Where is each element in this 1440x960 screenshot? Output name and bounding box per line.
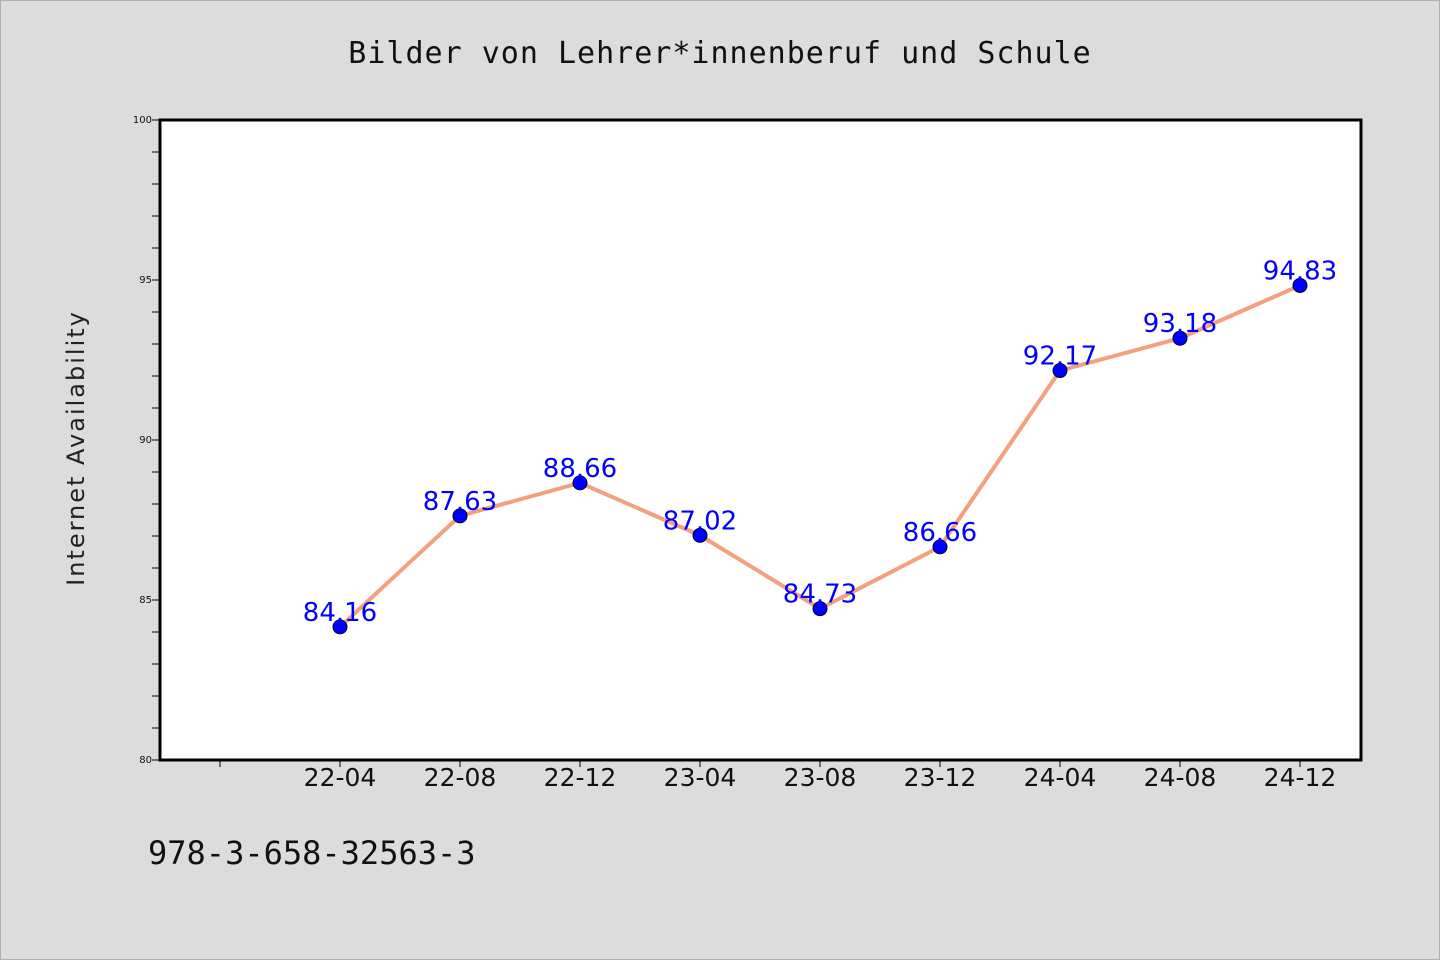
data-point-label: 87.63 xyxy=(423,487,497,517)
marker-group xyxy=(332,277,1308,635)
data-point-marker xyxy=(572,475,588,491)
chart-title: Bilder von Lehrer*innenberuf und Schule xyxy=(348,36,1091,71)
data-point-marker xyxy=(1292,277,1308,293)
x-tick-label: 24-04 xyxy=(1024,763,1097,792)
data-label-group: 84.16 87.63 88.66 87.02 84.73 86.66 92.17 93.18… xyxy=(303,256,1337,627)
plot-area xyxy=(158,118,1363,762)
x-tick-label: 24-08 xyxy=(1144,763,1217,792)
x-tick-label: 22-04 xyxy=(304,763,377,792)
data-point-label: 92.17 xyxy=(1023,342,1097,372)
y-tick-label: 95 xyxy=(139,275,152,286)
data-point-label: 87.02 xyxy=(663,506,737,536)
data-point-label: 84.73 xyxy=(783,580,857,610)
data-point-marker xyxy=(932,539,948,555)
data-point-marker xyxy=(812,601,828,617)
data-point-label: 86.66 xyxy=(903,518,977,548)
data-point-marker xyxy=(332,619,348,635)
x-tick-label: 22-12 xyxy=(544,763,617,792)
data-point-marker xyxy=(692,527,708,543)
footer-isbn: 978-3-658-32563-3 xyxy=(148,834,476,872)
data-point-label: 88.66 xyxy=(543,454,617,484)
data-point-label: 94.83 xyxy=(1263,256,1337,286)
data-point-marker xyxy=(1172,330,1188,346)
data-point-label: 93.18 xyxy=(1143,309,1217,339)
y-tick-label: 100 xyxy=(133,115,152,126)
data-point-marker xyxy=(452,508,468,524)
x-tick-label: 23-08 xyxy=(784,763,857,792)
y-tick-label: 80 xyxy=(139,755,152,766)
y-axis-label: Internet Availability xyxy=(62,310,90,586)
x-tick-label: 24-12 xyxy=(1264,763,1337,792)
y-axis: 80 85 90 95 100 xyxy=(133,115,160,766)
y-tick-label: 90 xyxy=(139,435,152,446)
data-point-label: 84.16 xyxy=(303,598,377,628)
x-tick-label: 22-08 xyxy=(424,763,497,792)
data-point-marker xyxy=(1052,363,1068,379)
x-tick-label: 23-12 xyxy=(904,763,977,792)
x-tick-label: 23-04 xyxy=(664,763,737,792)
y-tick-label: 85 xyxy=(139,595,152,606)
x-axis: 22-04 22-08 22-12 23-04 23-08 23-12 24-04 24-08… xyxy=(219,760,1337,792)
